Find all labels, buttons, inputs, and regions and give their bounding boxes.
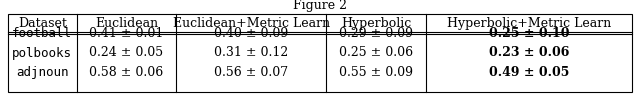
Text: adjnoun: adjnoun xyxy=(16,66,68,79)
Text: Figure 2: Figure 2 xyxy=(293,0,347,12)
Text: 0.58 ± 0.06: 0.58 ± 0.06 xyxy=(90,66,164,79)
Text: Euclidean+Metric Learn: Euclidean+Metric Learn xyxy=(173,17,330,30)
Text: 0.23 ± 0.06: 0.23 ± 0.06 xyxy=(489,46,569,60)
Text: Hyperbolic: Hyperbolic xyxy=(341,17,412,30)
Text: 0.25 ± 0.06: 0.25 ± 0.06 xyxy=(339,46,413,60)
Text: football: football xyxy=(12,27,72,40)
Text: 0.31 ± 0.12: 0.31 ± 0.12 xyxy=(214,46,289,60)
Text: 0.49 ± 0.05: 0.49 ± 0.05 xyxy=(489,66,569,79)
Text: 0.24 ± 0.05: 0.24 ± 0.05 xyxy=(90,46,164,60)
Text: Hyperbolic+Metric Learn: Hyperbolic+Metric Learn xyxy=(447,17,611,30)
Text: 0.29 ± 0.09: 0.29 ± 0.09 xyxy=(339,27,413,40)
Text: 0.40 ± 0.09: 0.40 ± 0.09 xyxy=(214,27,289,40)
Text: 0.41 ± 0.01: 0.41 ± 0.01 xyxy=(90,27,164,40)
Text: Euclidean: Euclidean xyxy=(95,17,158,30)
Text: Dataset: Dataset xyxy=(18,17,67,30)
Bar xyxy=(8,14,632,92)
Text: 0.25 ± 0.10: 0.25 ± 0.10 xyxy=(489,27,570,40)
Text: 0.55 ± 0.09: 0.55 ± 0.09 xyxy=(339,66,413,79)
Text: polbooks: polbooks xyxy=(12,46,72,60)
Text: 0.56 ± 0.07: 0.56 ± 0.07 xyxy=(214,66,289,79)
